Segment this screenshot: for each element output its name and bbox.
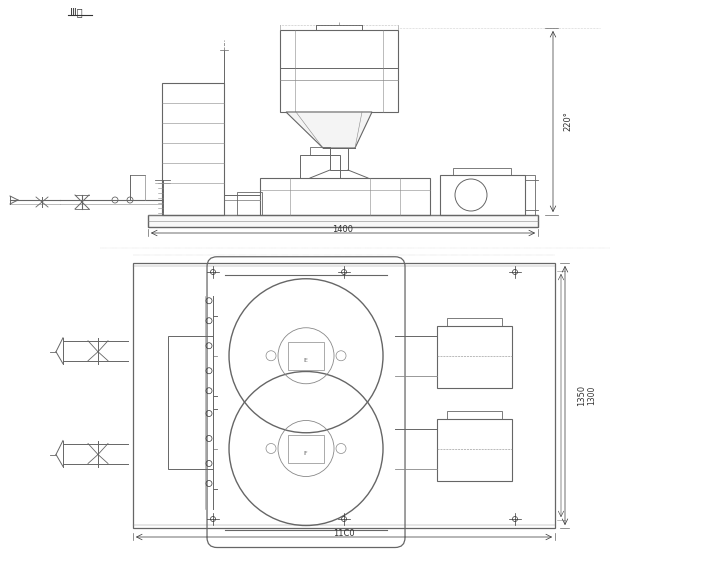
Bar — [260, 178, 430, 215]
Bar — [440, 175, 525, 215]
Text: 1350: 1350 — [577, 385, 586, 406]
Bar — [525, 175, 535, 215]
Bar — [310, 147, 330, 155]
Polygon shape — [286, 112, 372, 148]
Bar — [300, 155, 340, 178]
Bar — [133, 263, 555, 528]
Text: 1300: 1300 — [587, 386, 596, 405]
Bar — [446, 411, 502, 419]
Bar — [330, 148, 348, 170]
Bar — [288, 435, 324, 462]
Bar — [280, 30, 398, 112]
Bar — [148, 215, 538, 227]
Text: 11C0: 11C0 — [333, 528, 354, 538]
Bar — [168, 336, 213, 469]
Bar — [237, 192, 262, 215]
Text: Ⅲ型: Ⅲ型 — [70, 7, 83, 17]
Text: lE: lE — [303, 358, 308, 363]
Bar — [288, 342, 324, 370]
Bar — [437, 326, 512, 388]
Bar — [162, 83, 224, 215]
Bar — [437, 419, 512, 481]
Text: 220°: 220° — [563, 111, 572, 131]
Bar — [453, 168, 511, 175]
Bar — [446, 318, 502, 326]
Text: 1400: 1400 — [332, 224, 354, 233]
Text: lF: lF — [303, 451, 308, 456]
